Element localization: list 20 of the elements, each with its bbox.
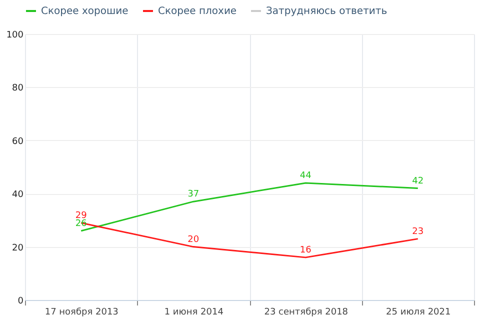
data-label: 20 xyxy=(188,234,200,245)
data-label: 23 xyxy=(412,226,424,237)
x-tick-label: 17 ноября 2013 xyxy=(44,308,118,318)
x-tick-label: 25 июля 2021 xyxy=(386,308,451,318)
y-tick-label: 60 xyxy=(12,136,24,147)
legend-label: Скорее хорошие xyxy=(41,6,128,17)
data-label: 42 xyxy=(412,176,424,186)
y-tick-label: 80 xyxy=(12,84,24,94)
y-tick-label: 100 xyxy=(6,30,24,40)
data-label: 16 xyxy=(300,245,312,256)
y-tick-label: 0 xyxy=(18,296,24,306)
x-tick-label: 23 сентября 2018 xyxy=(264,308,348,318)
data-label: 44 xyxy=(300,170,312,181)
y-tick-label: 40 xyxy=(12,190,24,200)
y-tick-label: 20 xyxy=(12,243,24,254)
data-label: 37 xyxy=(188,190,200,200)
legend-label: Затрудняюсь ответить xyxy=(266,6,388,17)
legend-label: Скорее плохие xyxy=(158,6,237,17)
data-label: 26 xyxy=(75,218,88,229)
x-tick-label: 1 июня 2014 xyxy=(164,308,224,318)
